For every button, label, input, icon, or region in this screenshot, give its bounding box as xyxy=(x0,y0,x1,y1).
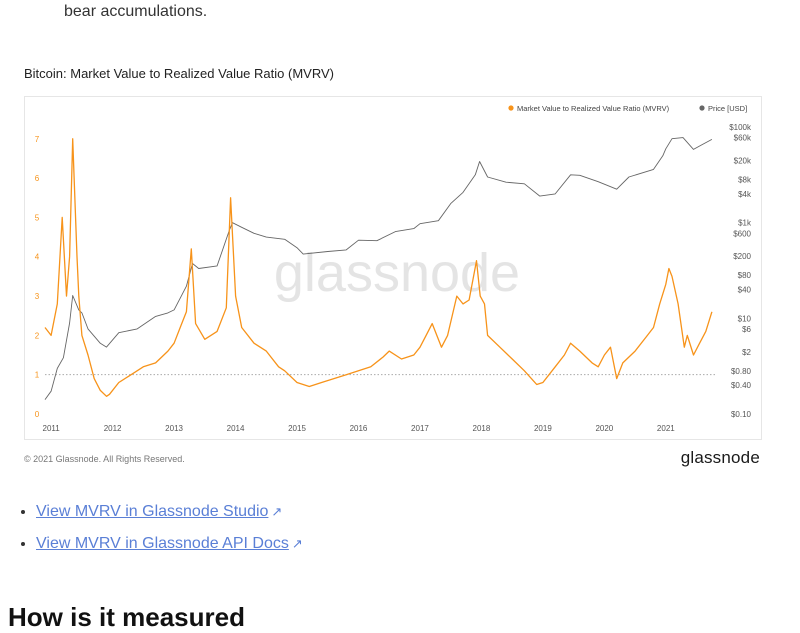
section-heading: How is it measured xyxy=(8,602,245,632)
figure-title: Bitcoin: Market Value to Realized Value … xyxy=(24,66,334,81)
left-tick-label: 1 xyxy=(35,371,40,380)
left-tick-label: 6 xyxy=(35,174,40,183)
x-tick-label: 2016 xyxy=(350,424,368,433)
right-tick-label: $100k xyxy=(729,123,752,132)
external-link-icon: ↗ xyxy=(291,536,303,551)
legend-label-price: Price [USD] xyxy=(708,104,747,113)
x-tick-label: 2012 xyxy=(104,424,122,433)
right-tick-label: $0.10 xyxy=(731,410,752,419)
x-tick-label: 2018 xyxy=(473,424,491,433)
x-tick-label: 2014 xyxy=(227,424,245,433)
right-tick-label: $4k xyxy=(738,190,752,199)
right-tick-label: $60k xyxy=(734,134,752,143)
legend-marker-price xyxy=(699,105,705,111)
brand-logo: glassnode xyxy=(680,448,760,467)
right-tick-label: $0.40 xyxy=(731,381,752,390)
price-layer xyxy=(44,137,713,400)
right-tick-label: $0.80 xyxy=(731,367,752,376)
x-tick-label: 2020 xyxy=(595,424,613,433)
list-item: View MVRV in Glassnode Studio↗ xyxy=(36,496,303,528)
intro-text: bear accumulations. xyxy=(64,3,208,20)
right-tick-label: $1k xyxy=(738,219,752,228)
left-tick-label: 2 xyxy=(35,331,40,340)
x-tick-label: 2011 xyxy=(43,424,61,433)
price-series-line xyxy=(44,137,713,400)
x-tick-label: 2021 xyxy=(657,424,675,433)
left-tick-label: 3 xyxy=(35,292,40,301)
mvrv-series-line xyxy=(44,138,713,397)
axes-layer: 2011 2012 2013 2014 2015 2016 2017 2018 2019 2020… xyxy=(35,123,752,433)
legend-label-mvrv: Market Value to Realized Value Ratio (MV… xyxy=(517,104,670,113)
x-tick-label: 2013 xyxy=(165,424,183,433)
right-tick-label: $20k xyxy=(734,156,752,165)
x-tick-label: 2019 xyxy=(534,424,552,433)
legend: Market Value to Realized Value Ratio (MV… xyxy=(508,104,747,113)
right-tick-label: $2 xyxy=(742,348,751,357)
legend-marker-mvrv xyxy=(508,105,514,111)
mvrv-chart: glassnode 2011 2012 2013 2014 2015 2016 2017 20… xyxy=(24,96,762,440)
mvrv-layer xyxy=(44,138,713,397)
right-tick-label: $6 xyxy=(742,325,751,334)
external-link-icon: ↗ xyxy=(271,504,283,519)
studio-link[interactable]: View MVRV in Glassnode Studio xyxy=(36,503,269,520)
right-tick-label: $8k xyxy=(738,175,752,184)
watermark-text: glassnode xyxy=(274,243,520,303)
right-tick-label: $10 xyxy=(738,314,752,323)
left-tick-label: 7 xyxy=(35,135,40,144)
mvrv-chart-svg: glassnode 2011 2012 2013 2014 2015 2016 2017 20… xyxy=(35,104,752,433)
x-tick-label: 2017 xyxy=(411,424,429,433)
x-tick-label: 2015 xyxy=(288,424,306,433)
right-tick-label: $200 xyxy=(733,252,751,261)
right-tick-label: $600 xyxy=(733,229,751,238)
link-list: View MVRV in Glassnode Studio↗ View MVRV… xyxy=(16,496,303,560)
list-item: View MVRV in Glassnode API Docs↗ xyxy=(36,528,303,560)
api-docs-link[interactable]: View MVRV in Glassnode API Docs xyxy=(36,535,289,552)
copyright-text: © 2021 Glassnode. All Rights Reserved. xyxy=(24,454,185,464)
right-tick-label: $40 xyxy=(738,286,752,295)
left-tick-label: 0 xyxy=(35,410,40,419)
right-tick-label: $80 xyxy=(738,271,752,280)
left-tick-label: 5 xyxy=(35,213,40,222)
left-tick-label: 4 xyxy=(35,253,40,262)
